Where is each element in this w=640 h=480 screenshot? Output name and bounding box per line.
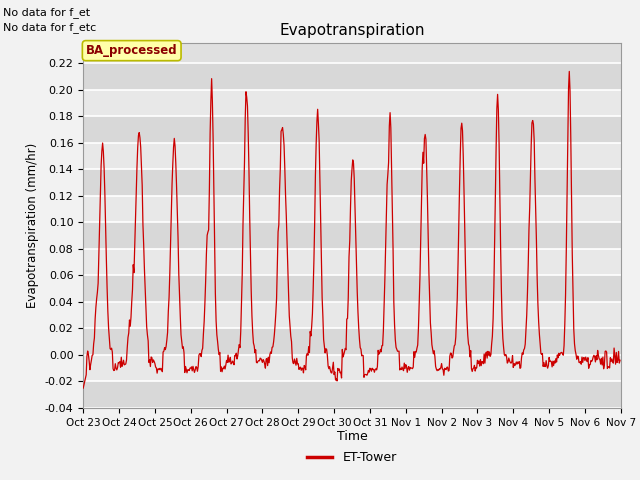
Bar	[83, 63, 621, 90]
Bar	[83, 382, 621, 408]
Bar	[83, 90, 621, 116]
Bar	[83, 249, 621, 276]
Bar	[83, 196, 621, 222]
Bar	[83, 355, 621, 382]
Text: BA_processed: BA_processed	[86, 44, 177, 57]
Bar	[83, 116, 621, 143]
Title: Evapotranspiration: Evapotranspiration	[279, 23, 425, 38]
Bar	[83, 328, 621, 355]
Legend: ET-Tower: ET-Tower	[302, 446, 402, 469]
Bar	[83, 302, 621, 328]
Bar	[83, 169, 621, 196]
Text: No data for f_etc: No data for f_etc	[3, 22, 97, 33]
Bar	[83, 222, 621, 249]
Y-axis label: Evapotranspiration (mm/hr): Evapotranspiration (mm/hr)	[26, 143, 39, 308]
Text: No data for f_et: No data for f_et	[3, 7, 90, 18]
X-axis label: Time: Time	[337, 431, 367, 444]
Bar	[83, 143, 621, 169]
Bar	[83, 276, 621, 302]
